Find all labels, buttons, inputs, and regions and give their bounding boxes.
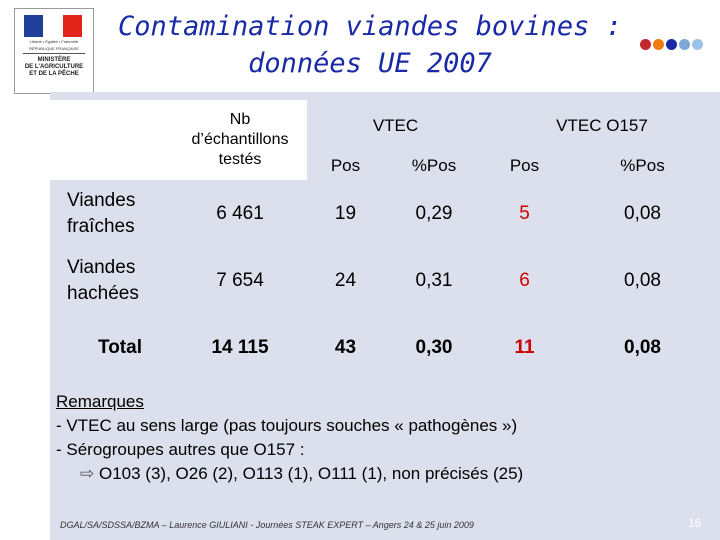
logo-motto: Liberté • Égalité • Fraternité (29, 39, 79, 44)
dot-icon (692, 39, 703, 50)
decorative-dots (640, 39, 703, 50)
page-number: 16 (688, 516, 702, 530)
serogroup-list: O103 (3), O26 (2), O113 (1), O111 (1), n… (98, 464, 524, 483)
header-nb-samples: Nb d’échantillons testés (173, 100, 307, 180)
header-empty (50, 100, 173, 180)
header-vtec-pct: %Pos (411, 156, 457, 175)
row-label: Viandes hachées (67, 256, 139, 304)
cell-nb: 7 654 (216, 269, 264, 291)
french-flag-icon (24, 15, 82, 37)
header-row-1: Nb d’échantillons testés VTEC VTEC O157 (50, 100, 720, 180)
row-label: Viandes fraîches (67, 189, 136, 237)
ministry-logo: Liberté • Égalité • Fraternité RÉPUBLIQU… (14, 8, 94, 94)
header-o157-pct: %Pos (620, 156, 665, 175)
table-row: Viandes fraîches 6 461 19 0,29 5 0,08 (50, 180, 720, 247)
logo-republic: RÉPUBLIQUE FRANÇAISE (29, 46, 79, 51)
contamination-table: Nb d’échantillons testés VTEC VTEC O157 … (50, 100, 720, 381)
footer-credit: DGAL/SA/SDSSA/BZMA – Laurence GIULIANI -… (60, 520, 474, 530)
cell-vtec-pct: 0,31 (415, 269, 453, 291)
logo-ministry: MINISTÈRE DE L'AGRICULTURE ET DE LA PÊCH… (24, 57, 84, 77)
remark-line-1: - VTEC au sens large (pas toujours souch… (56, 416, 518, 435)
header-o157-pos: Pos (509, 156, 540, 175)
logo-divider (23, 53, 85, 54)
table-row: Viandes hachées 7 654 24 0,31 6 0,08 (50, 247, 720, 314)
cell-vtec-pos: 19 (334, 202, 357, 224)
total-label: Total (98, 336, 142, 358)
remarks-block: Remarques - VTEC au sens large (pas touj… (56, 390, 523, 486)
cell-o157-pos: 11 (514, 336, 535, 358)
header-vtec-o157: VTEC O157 (556, 116, 648, 135)
dot-icon (640, 39, 651, 50)
cell-o157-pos: 5 (519, 202, 530, 224)
dot-icon (679, 39, 690, 50)
title-line-2: données UE 2007 (248, 48, 492, 79)
dot-icon (653, 39, 664, 50)
cell-o157-pct: 0,08 (624, 336, 661, 358)
slide-title: Contamination viandes bovines : données … (110, 8, 630, 82)
cell-o157-pct: 0,08 (624, 269, 661, 291)
total-row: Total 14 115 43 0,30 11 0,08 (50, 314, 720, 381)
cell-vtec-pos: 24 (334, 269, 357, 291)
remark-line-2: - Sérogroupes autres que O157 : (56, 440, 305, 459)
header-row-2: Pos %Pos Pos %Pos (50, 152, 720, 180)
cell-vtec-pct: 0,30 (415, 336, 453, 358)
cell-vtec-pct: 0,29 (415, 202, 453, 224)
dot-icon (666, 39, 677, 50)
cell-o157-pct: 0,08 (624, 202, 661, 224)
header-vtec-pos: Pos (330, 156, 361, 175)
header-vtec: VTEC (372, 116, 419, 135)
cell-nb: 6 461 (216, 202, 264, 224)
cell-vtec-pos: 43 (334, 336, 357, 358)
title-line-1: Contamination viandes bovines : (118, 11, 622, 42)
cell-o157-pos: 6 (519, 269, 530, 291)
arrow-icon: ⇨ (80, 464, 95, 483)
cell-nb: 14 115 (211, 336, 269, 358)
remark-line-3: ⇨ O103 (3), O26 (2), O113 (1), O111 (1),… (56, 462, 523, 486)
remarks-heading: Remarques (56, 392, 144, 411)
